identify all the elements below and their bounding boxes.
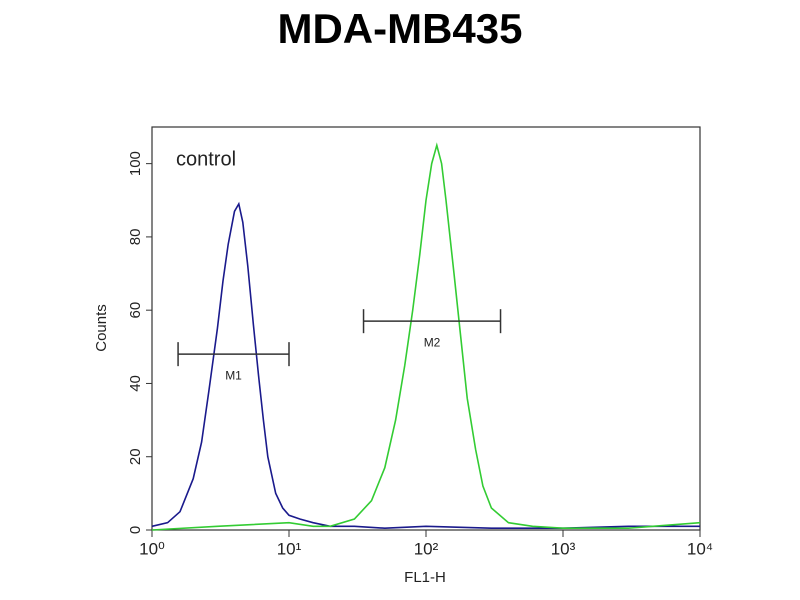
x-tick-label: 10² [414, 539, 439, 558]
marker-label: M2 [424, 335, 441, 349]
y-tick-label: 40 [127, 375, 144, 392]
annotation: control [176, 148, 236, 170]
x-tick-label: 10⁰ [139, 539, 165, 558]
y-tick-label: 60 [127, 302, 144, 319]
x-tick-label: 10¹ [277, 539, 302, 558]
y-tick-label: 80 [127, 229, 144, 246]
x-tick-label: 10⁴ [687, 539, 713, 558]
y-tick-label: 20 [127, 448, 144, 465]
series-line [151, 201, 700, 530]
y-axis-label: Counts [93, 304, 110, 352]
series-line [151, 142, 701, 531]
chart-title: MDA-MB435 [277, 5, 522, 52]
plot-frame [151, 126, 701, 531]
marker-label: M1 [225, 368, 242, 382]
x-axis-label: FL1-H [404, 569, 446, 586]
y-tick-label: 0 [127, 526, 144, 534]
y-tick-label: 100 [127, 151, 144, 176]
x-tick-label: 10³ [551, 539, 576, 558]
